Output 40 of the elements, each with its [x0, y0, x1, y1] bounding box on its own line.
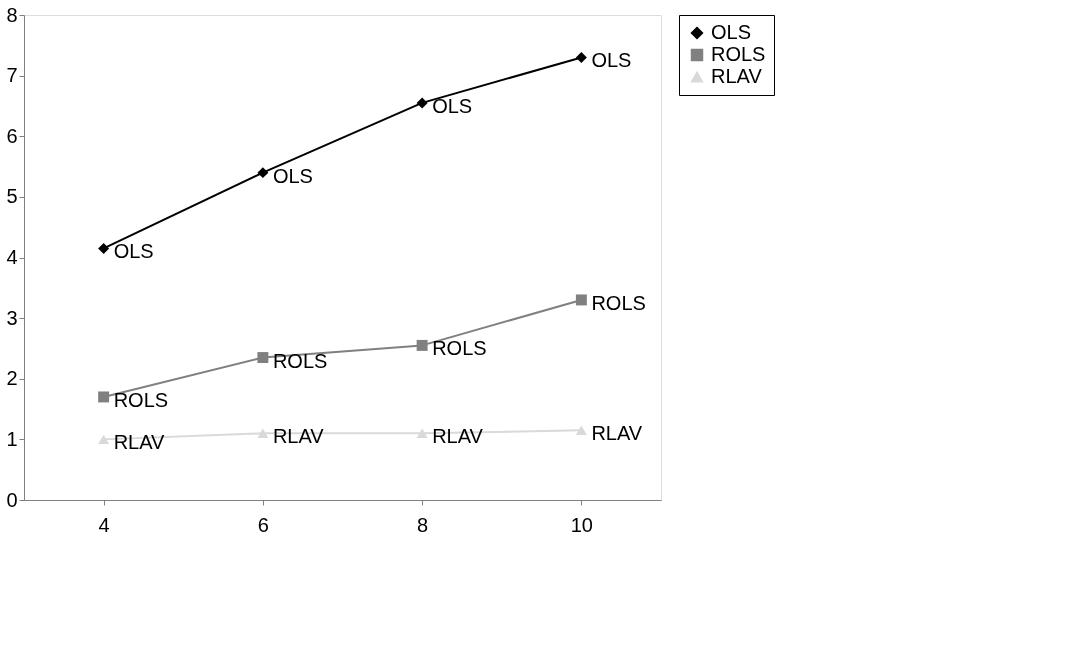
point	[416, 339, 428, 351]
annotation: ROLS	[113, 388, 169, 411]
y-tick-label: 8	[6, 3, 18, 26]
legend-label: ROLS	[711, 43, 766, 65]
point	[575, 51, 587, 63]
point	[257, 428, 269, 439]
point	[575, 294, 587, 306]
point	[98, 434, 110, 445]
y-tick-label: 7	[6, 64, 18, 87]
point	[98, 391, 110, 403]
annotation: OLS	[591, 49, 632, 72]
legend-label: OLS	[711, 21, 752, 43]
point	[257, 167, 269, 179]
y-tick-label: 3	[6, 306, 18, 329]
annotation: RLAV	[432, 425, 484, 448]
annotation: OLS	[113, 240, 154, 263]
y-tick-label: 5	[6, 185, 18, 208]
annotation: OLS	[272, 164, 313, 187]
point	[257, 352, 269, 364]
point	[98, 242, 110, 254]
y-tick-label: 1	[6, 427, 18, 450]
annotation: OLS	[432, 94, 473, 117]
legend-label: RLAV	[711, 65, 763, 87]
annotation: RLAV	[113, 431, 166, 454]
y-tick-label: 0	[6, 488, 18, 511]
point	[575, 425, 587, 436]
x-tick-label: 4	[98, 513, 110, 536]
point	[416, 428, 428, 439]
x-tick-label: 8	[417, 513, 429, 536]
x-tick-label: 6	[257, 513, 269, 536]
annotation: ROLS	[272, 349, 328, 372]
point	[416, 97, 428, 109]
annotation: RLAV	[272, 425, 325, 448]
x-tick-label: 10	[570, 513, 593, 536]
y-tick-label: 4	[6, 246, 18, 268]
y-tick-label: 6	[6, 124, 18, 147]
annotation: RLAV	[591, 422, 643, 445]
annotation: ROLS	[432, 337, 487, 360]
annotation: ROLS	[591, 291, 646, 314]
y-tick-label: 2	[6, 367, 18, 390]
